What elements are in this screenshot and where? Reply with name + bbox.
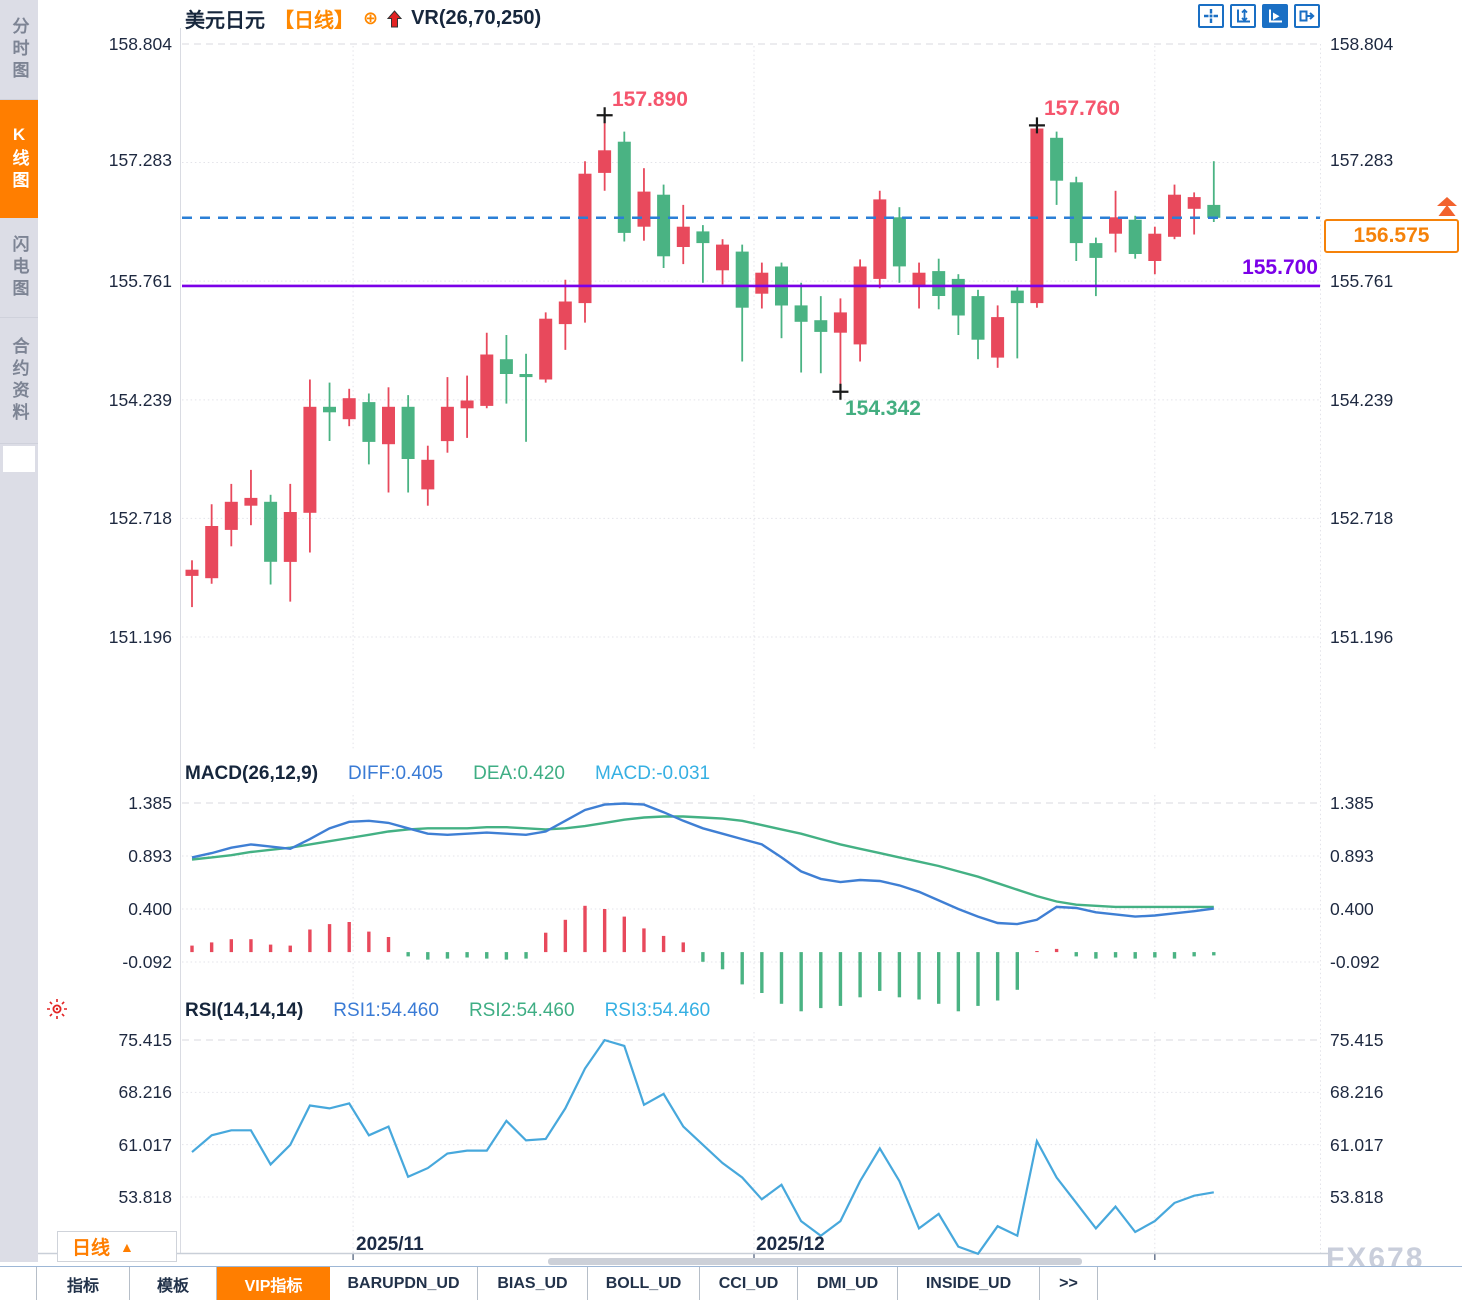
- macd-ytick: -0.092: [122, 952, 172, 972]
- tab-cci-ud[interactable]: CCI_UD: [700, 1267, 798, 1300]
- swing-high-label-1: 157.890: [612, 88, 688, 111]
- macd-header: MACD(26,12,9) DIFF:0.405 DEA:0.420 MACD:…: [185, 763, 710, 785]
- rsi-ytick: 61.017: [1330, 1135, 1384, 1155]
- price-ytick: 151.196: [1330, 627, 1394, 647]
- indicator-tab-bar: 指标 模板 VIP指标 BARUPDN_UD BIAS_UD BOLL_UD C…: [0, 1266, 1462, 1300]
- macd-ytick: 0.400: [1330, 899, 1374, 919]
- tab-vip-indicators[interactable]: VIP指标: [217, 1267, 330, 1300]
- macd-ytick: -0.092: [1330, 952, 1380, 972]
- tab-bias-ud[interactable]: BIAS_UD: [478, 1267, 588, 1300]
- sidebar-item-timeline-chart[interactable]: 分时图: [0, 0, 38, 100]
- symbol-name: 美元日元: [185, 10, 265, 32]
- tab-more[interactable]: >>: [1040, 1267, 1098, 1300]
- price-ytick: 155.761: [108, 271, 172, 291]
- indicator-sun-icon[interactable]: [46, 998, 68, 1020]
- tab-boll-ud[interactable]: BOLL_UD: [588, 1267, 700, 1300]
- rsi-ytick: 75.415: [118, 1030, 172, 1050]
- macd-ytick: 0.400: [128, 899, 172, 919]
- macd-ytick: 0.893: [128, 846, 172, 866]
- vr-up-arrow-icon: [386, 9, 403, 28]
- macd-diff-value: DIFF:0.405: [348, 763, 444, 784]
- horizontal-scrollbar[interactable]: [548, 1258, 1082, 1265]
- rsi1-value: RSI1:54.460: [333, 1000, 439, 1021]
- support-line-label: 155.700: [1242, 256, 1318, 279]
- macd-dea-value: DEA:0.420: [473, 763, 565, 784]
- tab-barupdn-ud[interactable]: BARUPDN_UD: [330, 1267, 478, 1300]
- rsi-ytick: 61.017: [118, 1135, 172, 1155]
- pan-right-icon[interactable]: [1294, 4, 1320, 28]
- tab-templates[interactable]: 模板: [130, 1267, 217, 1300]
- price-ytick: 157.283: [108, 150, 172, 170]
- expand-circle-icon[interactable]: ⊕: [363, 8, 379, 28]
- axis-zoom-icon[interactable]: [1230, 4, 1256, 28]
- tab-dmi-ud[interactable]: DMI_UD: [798, 1267, 898, 1300]
- swing-low-label: 154.342: [845, 397, 921, 420]
- price-ytick: 152.718: [108, 508, 172, 528]
- price-ytick: 154.239: [1330, 390, 1394, 410]
- rsi3-value: RSI3:54.460: [604, 1000, 711, 1021]
- crosshair-tool-icon[interactable]: [1198, 4, 1224, 28]
- tab-spacer: [0, 1267, 37, 1300]
- price-ytick: 151.196: [108, 627, 172, 647]
- period-selector-label: 日线: [72, 1238, 111, 1259]
- macd-ytick: 0.893: [1330, 846, 1374, 866]
- indicator-formula[interactable]: VR(26,70,250): [411, 7, 542, 29]
- macd-hist-value: MACD:-0.031: [595, 763, 711, 784]
- swing-high-label-2: 157.760: [1044, 97, 1120, 120]
- rsi-ytick: 68.216: [1330, 1082, 1384, 1102]
- price-ytick: 158.804: [108, 34, 172, 54]
- price-ytick: 154.239: [108, 390, 172, 410]
- tab-indicators[interactable]: 指标: [37, 1267, 130, 1300]
- chart-toolbar: [1198, 4, 1320, 28]
- price-ytick: 158.804: [1330, 34, 1394, 54]
- price-up-arrow-icon: [1436, 197, 1458, 217]
- rsi-title[interactable]: RSI(14,14,14): [185, 1000, 304, 1021]
- sidebar: 分时图 K线图 闪电图 合约资料: [0, 0, 38, 1262]
- rsi-ytick: 53.818: [118, 1187, 172, 1207]
- price-ytick: 152.718: [1330, 508, 1394, 528]
- period-selector[interactable]: 日线 ▲: [57, 1231, 177, 1262]
- rsi-ytick: 53.818: [1330, 1187, 1384, 1207]
- price-ytick: 157.283: [1330, 150, 1394, 170]
- macd-ytick: 1.385: [1330, 793, 1374, 813]
- triangle-up-icon: ▲: [120, 1238, 134, 1255]
- xaxis-label-dec: 2025/12: [756, 1234, 825, 1255]
- auto-play-icon[interactable]: [1262, 4, 1288, 28]
- price-ytick: 155.761: [1330, 271, 1394, 291]
- sidebar-item-contract-info[interactable]: 合约资料: [0, 318, 38, 444]
- rsi-header: RSI(14,14,14) RSI1:54.460 RSI2:54.460 RS…: [185, 1000, 710, 1022]
- xaxis-label-nov: 2025/11: [356, 1234, 424, 1255]
- macd-ytick: 1.385: [128, 793, 172, 813]
- rsi-ytick: 68.216: [118, 1082, 172, 1102]
- tab-inside-ud[interactable]: INSIDE_UD: [898, 1267, 1040, 1300]
- chart-title-bar: 美元日元 【日线】 ⊕ VR(26,70,250): [185, 4, 541, 33]
- macd-title[interactable]: MACD(26,12,9): [185, 763, 319, 784]
- period-tag[interactable]: 【日线】: [274, 10, 354, 32]
- current-price-tag: 156.575: [1324, 219, 1459, 253]
- sidebar-item-candlestick-chart[interactable]: K线图: [0, 100, 38, 218]
- sidebar-item-lightning-chart[interactable]: 闪电图: [0, 218, 38, 318]
- rsi2-value: RSI2:54.460: [468, 1000, 575, 1021]
- rsi-ytick: 75.415: [1330, 1030, 1384, 1050]
- sidebar-spacer: [3, 446, 35, 472]
